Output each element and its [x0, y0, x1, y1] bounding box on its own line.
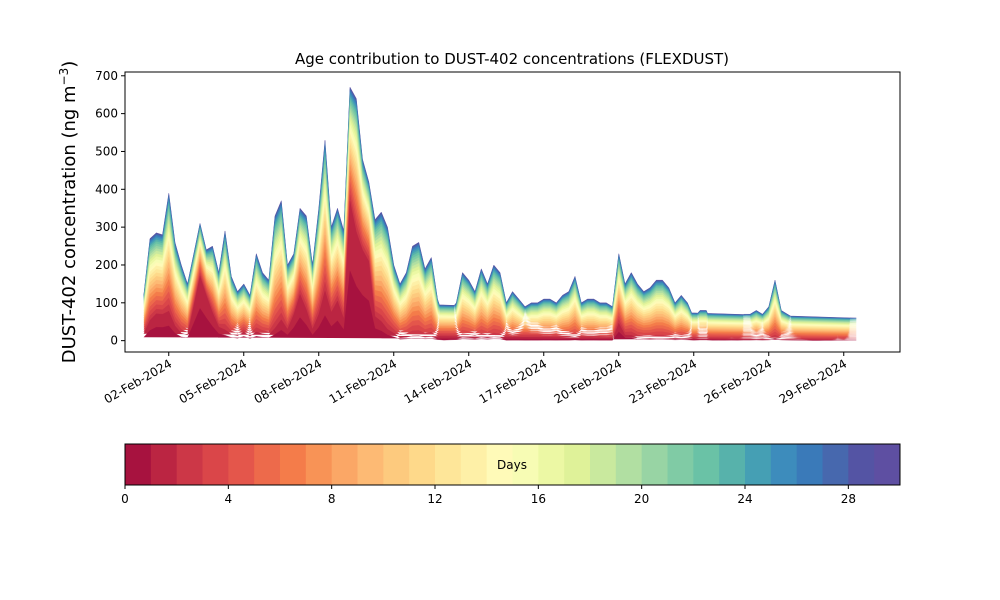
colorbar-segment [719, 444, 746, 485]
colorbar-segment [538, 444, 565, 485]
y-tick-label: 700 [95, 69, 118, 83]
colorbar-segment [176, 444, 203, 485]
colorbar-segment [770, 444, 798, 485]
x-tick-label: 17-Feb-2024 [477, 356, 550, 406]
colorbar-segment [280, 444, 307, 485]
y-tick-label: 100 [95, 296, 118, 310]
y-tick-label: 500 [95, 144, 118, 158]
x-tick-label: 08-Feb-2024 [252, 356, 325, 406]
colorbar-segment [383, 444, 410, 485]
colorbar-segment [667, 444, 694, 485]
y-tick-label: 0 [110, 334, 118, 348]
colorbar-tick-label: 8 [328, 492, 336, 506]
colorbar-segment [564, 444, 591, 485]
colorbar-segment [822, 444, 849, 485]
colorbar-tick-label: 12 [427, 492, 442, 506]
y-tick-label: 600 [95, 107, 118, 121]
colorbar-segment [796, 444, 823, 485]
x-tick-label: 26-Feb-2024 [702, 356, 775, 406]
x-axis-ticks: 02-Feb-2024 05-Feb-2024 08-Feb-2024 11-Feb-… [102, 352, 850, 406]
colorbar-segment [590, 444, 617, 485]
colorbar: 0 4 8 12 16 20 24 28 [121, 443, 901, 506]
x-tick-label: 29-Feb-2024 [777, 356, 850, 406]
colorbar-label: Days [497, 458, 527, 472]
colorbar-tick-label: 24 [737, 492, 752, 506]
x-tick-label: 20-Feb-2024 [552, 356, 625, 406]
axes-frame [124, 71, 901, 353]
chart-title: Age contribution to DUST-402 concentrati… [295, 50, 729, 68]
colorbar-segment [331, 444, 358, 485]
colorbar-tick-label: 28 [841, 492, 856, 506]
colorbar-segment [615, 444, 643, 485]
colorbar-frame [124, 443, 901, 486]
colorbar-segment [254, 444, 281, 485]
colorbar-segment [305, 444, 333, 485]
colorbar-segment [848, 444, 875, 485]
y-tick-label: 200 [95, 258, 118, 272]
colorbar-segment [874, 444, 901, 485]
colorbar-segment [357, 444, 384, 485]
stacked-area-bands [143, 86, 857, 341]
colorbar-segment [150, 444, 178, 485]
colorbar-segment [409, 444, 436, 485]
x-tick-label: 11-Feb-2024 [327, 356, 400, 406]
y-tick-label: 400 [95, 182, 118, 196]
colorbar-segment [125, 444, 152, 485]
colorbar-segment [202, 444, 229, 485]
x-tick-label: 23-Feb-2024 [627, 356, 700, 406]
colorbar-tick-label: 4 [225, 492, 233, 506]
x-tick-label: 02-Feb-2024 [102, 356, 175, 406]
y-tick-label: 300 [95, 220, 118, 234]
colorbar-segment [228, 444, 255, 485]
y-axis-ticks: 0 100 200 300 400 500 600 700 [95, 69, 125, 348]
y-axis-label: DUST-402 concentration (ng m−3) [57, 61, 80, 364]
x-tick-label: 05-Feb-2024 [177, 356, 250, 406]
colorbar-tick-label: 20 [634, 492, 649, 506]
colorbar-tick-label: 16 [531, 492, 546, 506]
colorbar-segment [693, 444, 720, 485]
colorbar-segment [641, 444, 668, 485]
x-tick-label: 14-Feb-2024 [402, 356, 475, 406]
colorbar-segment [745, 444, 772, 485]
age-band-0 [143, 270, 857, 341]
colorbar-segment [486, 444, 513, 485]
colorbar-segment [435, 444, 462, 485]
colorbar-tick-label: 0 [121, 492, 129, 506]
colorbar-segment [512, 444, 539, 485]
colorbar-segment [460, 444, 488, 485]
